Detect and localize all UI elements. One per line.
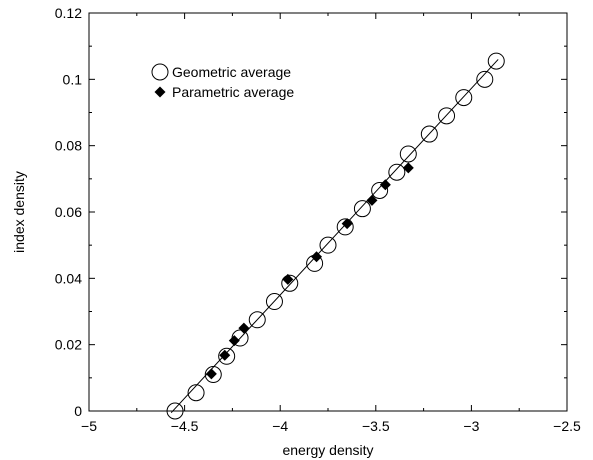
- geometric-average-point: [476, 70, 494, 88]
- parametric-average-point: [238, 322, 250, 334]
- fit-line-layer: [170, 59, 499, 413]
- geometric-average-point: [487, 52, 505, 70]
- geometric-average-point: [455, 89, 473, 107]
- legend-marker-parametric: [154, 86, 166, 98]
- data-marks: [166, 52, 505, 420]
- x-axis-label: energy density: [282, 442, 373, 458]
- y-tick-label: 0.06: [55, 204, 82, 220]
- geometric-average-point: [187, 384, 205, 402]
- y-axis-label: index density: [11, 171, 27, 253]
- geometric-average-point: [420, 125, 438, 143]
- x-tick-label: −3: [463, 418, 479, 434]
- legend-marker-geometric: [151, 63, 169, 81]
- plot-frame: [88, 12, 568, 412]
- parametric-average-point: [219, 349, 231, 361]
- parametric-average-point: [379, 179, 391, 191]
- geometric-average-point: [371, 181, 389, 199]
- parametric-average-point: [341, 218, 353, 230]
- axis-ticks: −5 −4.5 −4 −3.5 −3 −2.5 0 0.02 0.04 0.06 0.08 0.1 0.…: [55, 5, 581, 434]
- x-tick-label: −5: [81, 418, 97, 434]
- x-tick-label: −4: [272, 418, 288, 434]
- geometric-average-point: [319, 236, 337, 254]
- legend: Geometric average Parametric average: [151, 63, 294, 100]
- geometric-average-point: [336, 218, 354, 236]
- geometric-average-point: [281, 274, 299, 292]
- geometric-average-point: [218, 347, 236, 365]
- y-tick-label: 0.02: [55, 337, 82, 353]
- parametric-average-point: [228, 335, 240, 347]
- geometric-average-point: [353, 200, 371, 218]
- geometric-average-point: [438, 107, 456, 125]
- parametric-average-point: [311, 251, 323, 263]
- y-tick-label: 0.12: [55, 5, 82, 21]
- y-tick-label: 0: [74, 403, 82, 419]
- fit-line: [170, 59, 499, 413]
- parametric-average-point: [366, 194, 378, 206]
- x-tick-label: −4.5: [171, 418, 199, 434]
- parametric-average-point: [402, 162, 414, 174]
- geometric-average-point: [204, 366, 222, 384]
- geometric-average-point: [166, 402, 184, 420]
- y-tick-label: 0.1: [63, 71, 83, 87]
- legend-label: Geometric average: [172, 64, 291, 80]
- parametric-average-point: [282, 273, 294, 285]
- geometric-average-point: [248, 311, 266, 329]
- x-tick-label: −2.5: [553, 418, 581, 434]
- parametric-average-point: [205, 368, 217, 380]
- x-tick-label: −3.5: [362, 418, 390, 434]
- geometric-average-point: [388, 163, 406, 181]
- y-tick-label: 0.04: [55, 270, 82, 286]
- geometric-average-point: [265, 293, 283, 311]
- geometric-average-point: [399, 145, 417, 163]
- legend-label: Parametric average: [172, 84, 294, 100]
- y-tick-label: 0.08: [55, 138, 82, 154]
